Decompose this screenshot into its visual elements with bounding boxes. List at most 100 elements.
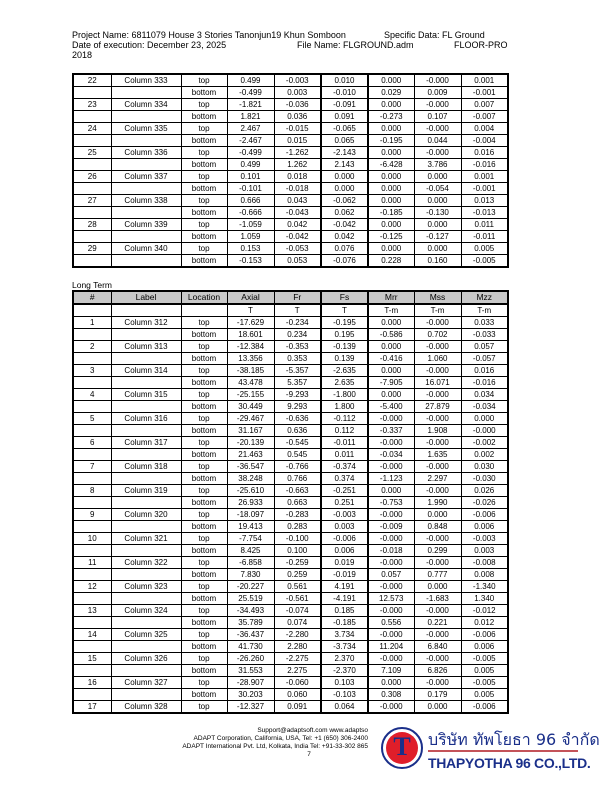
cell: top: [180, 484, 228, 497]
cell: -7.754: [226, 532, 275, 545]
cell: -1.340: [460, 580, 509, 593]
cell: 0.234: [273, 328, 322, 341]
cell: [72, 616, 112, 629]
cell: [110, 206, 182, 219]
cell: -6.858: [226, 556, 275, 569]
cell: top: [180, 98, 228, 111]
cell: 0.064: [320, 700, 369, 714]
cell: 8: [72, 484, 112, 497]
cell: -0.000: [413, 73, 462, 87]
cell: -0.076: [320, 254, 369, 268]
cell: -20.227: [226, 580, 275, 593]
cell: 0.006: [460, 640, 509, 653]
cell: -0.127: [413, 230, 462, 243]
cell: -0.000: [367, 580, 415, 593]
cell: -0.000: [367, 556, 415, 569]
cell: -0.036: [273, 98, 322, 111]
cell: -0.000: [413, 532, 462, 545]
table-row: 22 Column 333 top 0.499 -0.003 0.010 0.000 -0.0…: [72, 73, 509, 87]
cell: -0.112: [320, 412, 369, 425]
cell: Column 312: [110, 316, 182, 329]
table-row: bottom 13.356 0.353 0.139 -0.416 1.060 -0.057: [72, 352, 509, 365]
cell: 0.043: [273, 194, 322, 207]
cell: -2.143: [320, 146, 369, 159]
cell: -0.000: [413, 98, 462, 111]
table-row: 3 Column 314 top -38.185 -5.357 -2.635 0.000 -0…: [72, 364, 509, 377]
cell: 0.000: [367, 98, 415, 111]
cell: 0.002: [460, 448, 509, 461]
table-row: 25 Column 336 top -0.499 -1.262 -2.143 0.000 -0…: [72, 146, 509, 159]
table-row: bottom 1.059 -0.042 0.042 -0.125 -0.127 -0.011: [72, 230, 509, 243]
cell: 7.109: [367, 664, 415, 677]
cell: 12: [72, 580, 112, 593]
cell: bottom: [180, 110, 228, 123]
cell: -0.185: [320, 616, 369, 629]
cell: [110, 664, 182, 677]
cell: -0.753: [367, 496, 415, 509]
cell: 17: [72, 700, 112, 714]
cell: -0.000: [367, 436, 415, 449]
cell: -0.002: [460, 436, 509, 449]
cell: 19.413: [226, 520, 275, 533]
cell: -0.000: [413, 436, 462, 449]
cell: 6: [72, 436, 112, 449]
cell: 22: [72, 73, 112, 87]
cell: [180, 303, 228, 317]
cell: -0.006: [460, 508, 509, 521]
cell: -2.370: [320, 664, 369, 677]
header-line-2: Date of execution: December 23, 2025 Fil…: [72, 40, 542, 50]
cell: Column 323: [110, 580, 182, 593]
cell: 11.204: [367, 640, 415, 653]
cell: 0.010: [320, 73, 369, 87]
cell: 0.000: [413, 700, 462, 714]
cell: [72, 158, 112, 171]
cell: 4.191: [320, 580, 369, 593]
cell: -17.629: [226, 316, 275, 329]
cell: -0.000: [413, 604, 462, 617]
cell: 35.789: [226, 616, 275, 629]
cell: -0.004: [460, 134, 509, 147]
cell: 1.800: [320, 400, 369, 413]
header-line-1: Project Name: 6811079 House 3 Stories Ta…: [72, 30, 485, 40]
cell: 0.251: [320, 496, 369, 509]
cell: bottom: [180, 352, 228, 365]
cell: T-m: [460, 303, 509, 317]
cell: Column 336: [110, 146, 182, 159]
cell: 0.013: [460, 194, 509, 207]
cell: 9: [72, 508, 112, 521]
table-row: 6 Column 317 top -20.139 -0.545 -0.011 -0.000-…: [72, 436, 509, 449]
cell: Column 322: [110, 556, 182, 569]
cell: -0.000: [367, 532, 415, 545]
cell: [72, 544, 112, 557]
cell: -0.012: [460, 604, 509, 617]
cell: 0.006: [460, 520, 509, 533]
cell: Column 325: [110, 628, 182, 641]
cell: [72, 254, 112, 268]
cell: -0.561: [273, 592, 322, 605]
cell: -0.034: [367, 448, 415, 461]
cell: 7.830: [226, 568, 275, 581]
cell: [110, 688, 182, 701]
cell: 0.545: [273, 448, 322, 461]
cell: top: [180, 532, 228, 545]
cell: 0.374: [320, 472, 369, 485]
cell: 2.275: [273, 664, 322, 677]
table-row: 28 Column 339 top -1.059 0.042 -0.042 0.000 0.0…: [72, 218, 509, 231]
cell: top: [180, 146, 228, 159]
page-number: 7: [307, 751, 311, 758]
cell: 0.033: [460, 316, 509, 329]
cell: Column 318: [110, 460, 182, 473]
cell: top: [180, 73, 228, 87]
cell: 0.042: [320, 230, 369, 243]
cell: top: [180, 122, 228, 135]
cell: 0.030: [460, 460, 509, 473]
cell: bottom: [180, 640, 228, 653]
cell: [110, 448, 182, 461]
cell: -25.155: [226, 388, 275, 401]
cell: [110, 472, 182, 485]
table-row: 12 Column 323 top -20.227 0.561 4.191 -0.000 0.…: [72, 580, 509, 593]
units-row: T T T T-m T-m T-m: [72, 303, 509, 317]
cell: bottom: [180, 86, 228, 99]
table-row: bottom 1.821 0.036 0.091 -0.273 0.107 -0.007: [72, 110, 509, 123]
cell: -0.010: [320, 86, 369, 99]
